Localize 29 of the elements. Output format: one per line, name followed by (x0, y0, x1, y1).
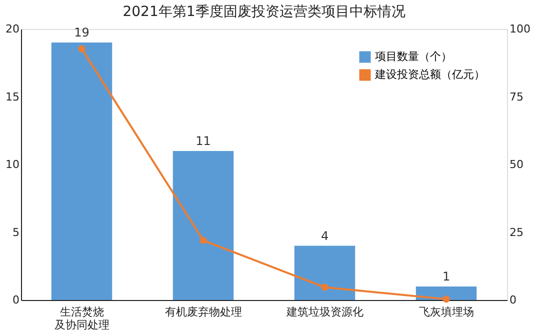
y-tick-label: 15 (6, 90, 20, 104)
y-tick-label: 10 (6, 158, 20, 171)
data-label: 11 (196, 134, 211, 148)
y2-tick-label: 100 (510, 22, 530, 36)
x-tick-label: 有机废弃物处理 (164, 306, 242, 318)
legend-label: 项目数量（个） (375, 50, 452, 63)
y-tick-label: 5 (12, 226, 20, 239)
y-tick-label: 0 (12, 294, 20, 306)
data-label: 4 (320, 228, 329, 243)
x-tick-label: 建筑垃圾资源化 (285, 306, 364, 318)
legend-label: 建设投资总额（亿元） (374, 68, 485, 81)
chart-title: 2021年第1季度固废投资运营类项目中标情况 (122, 4, 406, 20)
point (321, 284, 328, 291)
point (78, 45, 86, 52)
bar (294, 246, 356, 300)
data-label: 19 (74, 26, 90, 40)
x-tick-label: 生活焚烧及协同处理 (54, 306, 110, 332)
y2-tick-label: 0 (510, 294, 516, 306)
y-tick-label: 20 (6, 22, 20, 36)
x-tick-label: 飞灰填埋场 (418, 306, 474, 318)
point (200, 236, 207, 244)
y2-tick-label: 75 (510, 90, 524, 104)
bar (51, 42, 112, 300)
data-label: 1 (442, 269, 450, 284)
bar (172, 150, 234, 300)
point (442, 296, 450, 303)
y2-tick-label: 50 (510, 158, 524, 171)
y2-tick-label: 25 (510, 226, 524, 239)
bar (416, 286, 477, 300)
